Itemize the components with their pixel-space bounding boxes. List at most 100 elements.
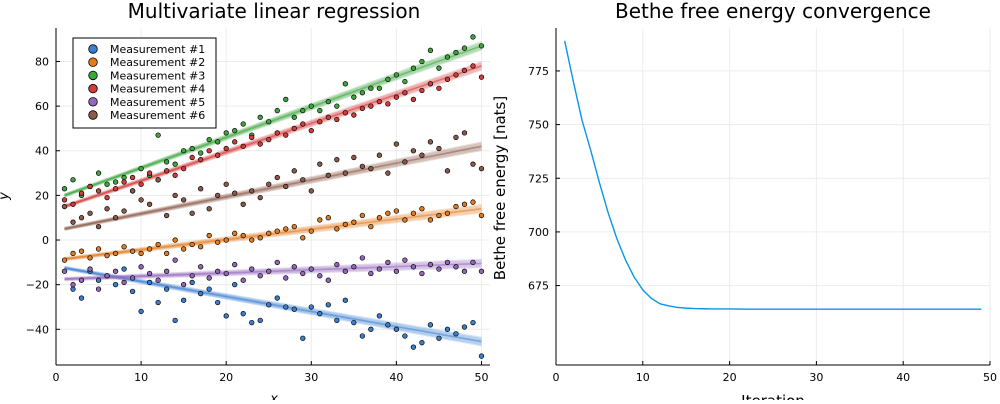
data-point-6 — [146, 201, 153, 207]
bfe-y-tick-label: 675 — [528, 280, 549, 293]
data-point-1 — [291, 306, 297, 312]
data-point-4 — [266, 136, 272, 143]
data-point-2 — [359, 212, 366, 219]
data-point-5 — [206, 275, 212, 281]
data-point-2 — [436, 212, 442, 219]
data-point-4 — [206, 148, 212, 154]
data-point-4 — [419, 87, 425, 94]
data-point-1 — [419, 340, 425, 346]
regression-title: Multivariate linear regression — [128, 0, 421, 23]
data-point-6 — [274, 174, 280, 181]
data-point-2 — [215, 239, 221, 245]
data-point-3 — [419, 58, 425, 65]
data-point-6 — [266, 181, 272, 187]
data-point-4 — [436, 85, 442, 91]
fit-sample-line-4 — [64, 61, 482, 207]
data-point-2 — [427, 217, 434, 223]
data-point-2 — [385, 210, 391, 216]
data-point-2 — [291, 223, 297, 230]
data-point-6 — [461, 130, 468, 136]
bfe-y-tick-label: 775 — [528, 65, 549, 78]
data-point-2 — [419, 206, 425, 212]
data-point-3 — [70, 177, 76, 183]
data-point-2 — [163, 250, 170, 257]
data-point-5 — [61, 268, 68, 274]
data-point-6 — [351, 154, 357, 161]
data-point-6 — [453, 134, 459, 141]
data-point-5 — [368, 270, 374, 277]
data-point-3 — [104, 181, 110, 187]
data-point-6 — [376, 152, 383, 158]
data-point-1 — [461, 324, 468, 330]
data-point-4 — [453, 72, 459, 78]
regression-y-tick-label: 40 — [35, 145, 49, 158]
data-point-4 — [180, 165, 187, 172]
data-point-1 — [334, 317, 340, 324]
data-point-4 — [291, 125, 297, 132]
data-point-4 — [478, 74, 485, 80]
data-point-4 — [121, 179, 127, 185]
data-point-5 — [163, 268, 170, 274]
data-point-5 — [266, 268, 272, 274]
data-point-1 — [436, 335, 442, 341]
data-point-4 — [342, 110, 348, 116]
data-point-5 — [291, 264, 297, 270]
legend-label: Measurement #2 — [110, 56, 205, 69]
data-point-5 — [121, 279, 127, 286]
data-point-6 — [87, 210, 93, 216]
data-point-6 — [232, 190, 238, 196]
data-point-2 — [189, 241, 195, 248]
data-point-2 — [70, 250, 76, 257]
data-point-3 — [180, 148, 187, 154]
data-point-1 — [70, 286, 76, 292]
data-point-6 — [78, 215, 85, 221]
data-point-5 — [453, 264, 459, 270]
data-point-5 — [342, 268, 348, 274]
data-point-3 — [368, 85, 374, 91]
data-point-5 — [87, 266, 93, 272]
data-point-4 — [172, 172, 178, 178]
fit-sample-line-1 — [64, 267, 482, 347]
data-point-4 — [232, 139, 238, 145]
data-point-5 — [95, 286, 102, 292]
data-point-4 — [198, 157, 204, 163]
data-point-6 — [436, 145, 442, 152]
data-point-3 — [325, 98, 331, 105]
data-point-4 — [334, 116, 340, 123]
data-point-1 — [163, 286, 170, 292]
data-point-6 — [427, 139, 434, 145]
data-point-5 — [155, 277, 161, 283]
data-point-4 — [461, 67, 468, 74]
data-point-4 — [87, 183, 93, 190]
data-point-1 — [266, 302, 272, 308]
data-point-1 — [410, 344, 417, 350]
data-point-3 — [478, 43, 485, 49]
fit-sample-line-4 — [64, 68, 482, 209]
regression-x-tick-label: 0 — [53, 371, 60, 384]
data-point-2 — [393, 208, 400, 214]
data-point-5 — [470, 259, 476, 265]
data-point-5 — [427, 261, 434, 268]
data-point-6 — [95, 223, 102, 230]
data-point-4 — [240, 143, 246, 149]
data-point-3 — [172, 161, 178, 167]
data-point-5 — [146, 270, 153, 277]
legend-marker — [88, 97, 98, 107]
data-point-6 — [104, 206, 110, 212]
data-point-6 — [317, 161, 323, 167]
data-point-6 — [478, 165, 485, 172]
legend-marker — [88, 70, 98, 81]
data-point-2 — [172, 237, 178, 243]
legend-marker — [88, 44, 98, 54]
data-point-6 — [70, 219, 76, 225]
data-point-3 — [155, 132, 161, 138]
bfe-title: Bethe free energy convergence — [615, 0, 931, 23]
data-point-6 — [121, 208, 127, 214]
fit-sample-line-4 — [64, 62, 482, 207]
data-point-5 — [78, 277, 85, 283]
data-point-6 — [325, 172, 331, 178]
data-point-3 — [266, 119, 272, 125]
bfe-series-line — [563, 40, 982, 310]
data-point-4 — [368, 103, 374, 109]
data-point-1 — [325, 302, 331, 308]
